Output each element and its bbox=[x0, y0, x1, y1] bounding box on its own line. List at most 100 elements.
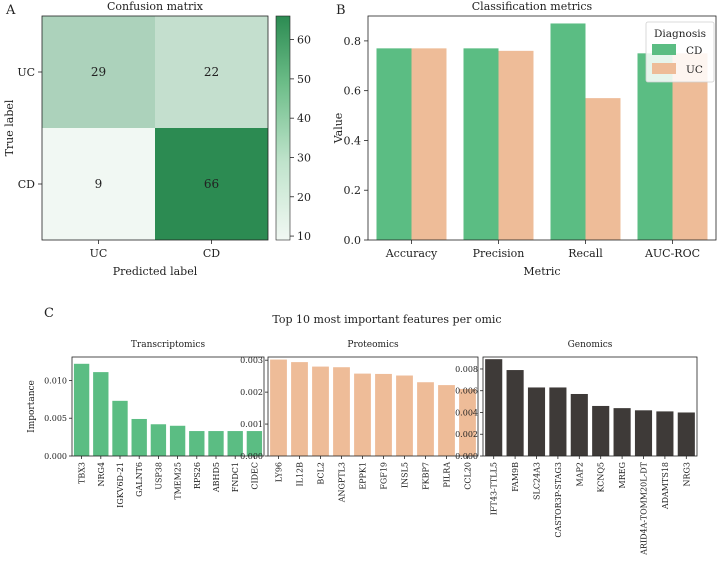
proteomics-frame bbox=[267, 356, 479, 457]
metric-ytick-label: 0.0 bbox=[344, 234, 362, 247]
metric-bar-uc bbox=[672, 53, 708, 241]
genomics-bar bbox=[506, 370, 524, 456]
feature-importance-panels: Transcriptomics TBX3 NRG4 IGKV6D-21 GALNT6 US… bbox=[27, 340, 698, 556]
metric-bar-cd bbox=[637, 53, 673, 241]
metrics-ylabel: Value bbox=[332, 113, 345, 145]
genomics-feature-label: ARID4A-TOMM20L-DT bbox=[640, 461, 649, 556]
transcriptomics-feature-label: TBX3 bbox=[78, 462, 87, 484]
genomics-feature-label: NRG3 bbox=[682, 462, 691, 487]
panel-label-b: B bbox=[336, 3, 346, 18]
colorbar-tick-label: 50 bbox=[297, 73, 311, 86]
metrics-frame bbox=[367, 15, 717, 241]
proteomics-ytick-label: 0.003 bbox=[240, 356, 263, 365]
cm-cell bbox=[42, 128, 155, 240]
genomics-ytick-label: 0.008 bbox=[455, 365, 478, 374]
proteomics-ytick-label: 0.001 bbox=[240, 420, 263, 429]
colorbar-ticks: 10 20 30 40 50 60 bbox=[290, 34, 311, 243]
cm-ytick-label: CD bbox=[18, 178, 35, 191]
transcriptomics-feature-label: GALNT6 bbox=[135, 462, 144, 497]
transcriptomics-frame bbox=[71, 356, 265, 457]
confusion-matrix-frame bbox=[41, 15, 269, 241]
cm-cell bbox=[155, 16, 268, 128]
classification-metrics-panel: Classification metrics Accuracy Precision… bbox=[332, 0, 717, 278]
proteomics-feature-label: ANGPTL3 bbox=[338, 462, 347, 503]
cm-xtick-label: UC bbox=[90, 247, 108, 260]
proteomics-bar bbox=[459, 388, 476, 456]
metric-xtick-label: Recall bbox=[568, 247, 603, 260]
confusion-matrix-ylabel: True label bbox=[3, 99, 16, 156]
proteomics-bar bbox=[438, 385, 455, 456]
metric-ytick-label: 0.6 bbox=[344, 85, 362, 98]
genomics-bar bbox=[592, 405, 610, 456]
proteomics-bar bbox=[270, 359, 287, 456]
proteomics-bar bbox=[396, 375, 413, 456]
metric-bar-cd bbox=[463, 48, 499, 240]
metric-ytick-label: 0.8 bbox=[344, 35, 362, 48]
proteomics-feature-label: FKBP7 bbox=[422, 462, 431, 490]
colorbar-tick-label: 40 bbox=[297, 112, 311, 125]
genomics-feature-label: CASTOR3P-STAG3 bbox=[554, 462, 563, 538]
transcriptomics-chart: Transcriptomics TBX3 NRG4 IGKV6D-21 GALNT6 US… bbox=[27, 340, 265, 508]
genomics-bar bbox=[634, 410, 653, 456]
confusion-matrix-title: Confusion matrix bbox=[107, 0, 204, 13]
metrics-title: Classification metrics bbox=[472, 0, 593, 13]
proteomics-feature-label: PILRA bbox=[443, 462, 452, 488]
transcriptomics-bar bbox=[150, 424, 167, 456]
colorbar-tick-label: 20 bbox=[297, 191, 311, 204]
genomics-bar bbox=[549, 387, 567, 456]
transcriptomics-feature-label: USP38 bbox=[154, 462, 163, 490]
importance-ylabel: Importance bbox=[27, 380, 37, 433]
genomics-bar bbox=[677, 412, 695, 456]
proteomics-title: Proteomics bbox=[347, 340, 399, 350]
legend-swatch-uc bbox=[652, 63, 676, 74]
transcriptomics-bar bbox=[227, 431, 243, 456]
metric-bar-uc bbox=[498, 50, 534, 240]
genomics-chart: Genomics IFT43-TTLL5 FAM9B SLC24A3 CASTOR3P-… bbox=[455, 340, 698, 556]
genomics-feature-label: MAP2 bbox=[575, 462, 584, 486]
metric-bar-cd bbox=[550, 23, 586, 240]
features-title: Top 10 most important features per omic bbox=[272, 313, 501, 326]
transcriptomics-feature-label: NRG4 bbox=[97, 462, 106, 487]
proteomics-feature-label: INSL5 bbox=[401, 462, 410, 488]
confusion-matrix-xlabel: Predicted label bbox=[113, 265, 198, 278]
proteomics-ytick-label: 0.002 bbox=[240, 388, 263, 397]
proteomics-feature-label: IL12B bbox=[296, 462, 305, 487]
cm-value: 66 bbox=[204, 177, 219, 191]
genomics-bar bbox=[656, 411, 674, 456]
proteomics-feature-label: FGF19 bbox=[380, 462, 389, 490]
proteomics-bar bbox=[312, 366, 329, 456]
transcriptomics-bar bbox=[246, 431, 263, 456]
transcriptomics-feature-label: ABHD5 bbox=[212, 462, 221, 493]
transcriptomics-bar bbox=[131, 418, 147, 456]
metrics-ticks: Accuracy Precision Recall AUC-ROC 0.0 0.2 0.4 0… bbox=[344, 35, 701, 260]
proteomics-ytick-label: 0.000 bbox=[240, 452, 263, 461]
transcriptomics-ytick-label: 0.000 bbox=[44, 452, 67, 461]
legend-title: Diagnosis bbox=[654, 28, 706, 40]
genomics-feature-label: ADAMTS18 bbox=[661, 462, 670, 510]
colorbar-tick-label: 10 bbox=[297, 230, 311, 243]
metrics-xlabel: Metric bbox=[523, 265, 560, 278]
transcriptomics-bar bbox=[93, 372, 109, 456]
transcriptomics-feature-label: TMEM25 bbox=[174, 462, 183, 500]
metrics-legend: Diagnosis CD UC bbox=[645, 21, 715, 83]
proteomics-feature-label: BCL2 bbox=[317, 462, 326, 485]
cm-value: 22 bbox=[204, 65, 219, 79]
cm-value: 29 bbox=[91, 65, 106, 79]
genomics-feature-label: IFT43-TTLL5 bbox=[490, 462, 499, 515]
transcriptomics-title: Transcriptomics bbox=[131, 340, 206, 350]
metric-bar-cd bbox=[376, 48, 412, 240]
proteomics-bar bbox=[417, 382, 434, 456]
metrics-bars bbox=[376, 23, 708, 241]
genomics-title: Genomics bbox=[568, 340, 613, 350]
proteomics-bar bbox=[354, 373, 371, 456]
transcriptomics-feature-label: CIDEC bbox=[250, 462, 259, 490]
panel-label-c: C bbox=[44, 306, 54, 321]
genomics-feature-label: MREG bbox=[618, 462, 627, 488]
transcriptomics-bar bbox=[189, 431, 205, 456]
genomics-ytick-label: 0.002 bbox=[455, 430, 478, 439]
legend-label-cd: CD bbox=[686, 45, 702, 57]
genomics-bar bbox=[527, 387, 546, 456]
transcriptomics-ytick-label: 0.010 bbox=[44, 376, 67, 385]
metric-bar-uc bbox=[585, 98, 621, 240]
genomics-ytick-label: 0.000 bbox=[455, 452, 478, 461]
